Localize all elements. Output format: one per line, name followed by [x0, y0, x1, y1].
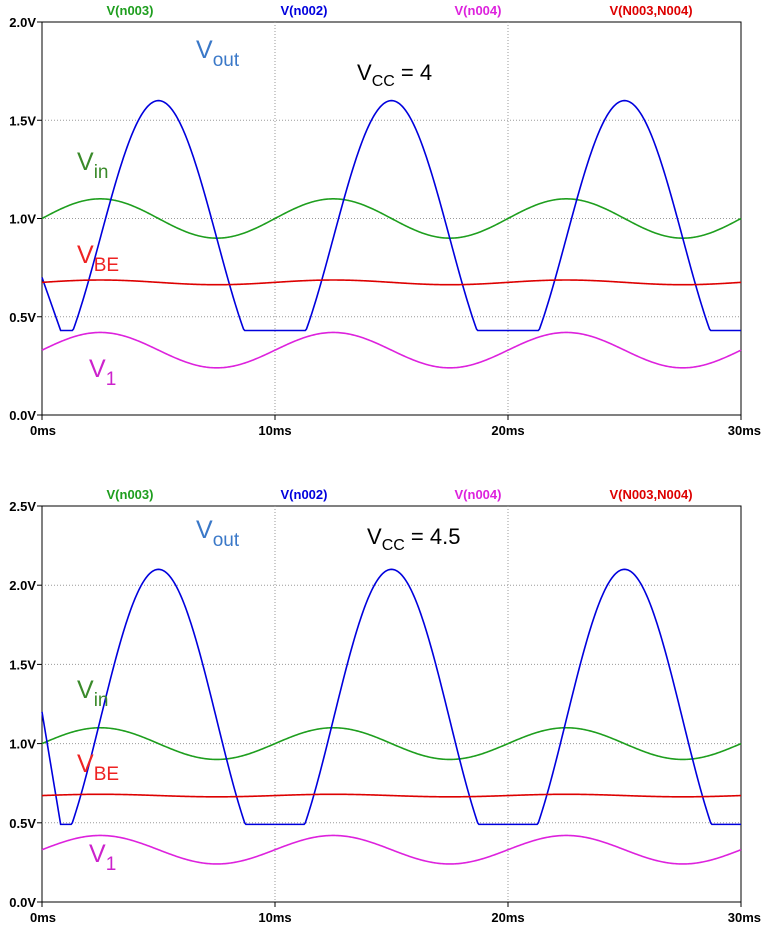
vbe-annotation: VBE [77, 750, 119, 785]
y-tick-label: 0.0V [9, 895, 36, 910]
series-v-n004 [41, 834, 742, 865]
series-v-n002 [41, 99, 741, 332]
legend-v-n002: V(n002) [281, 487, 328, 502]
y-tick-label: 1.5V [9, 657, 36, 672]
y-axis-ticks: 0.0V 0.5V 1.0V 1.5V 2.0V 2.5V [9, 499, 42, 910]
legend-v-n002: V(n002) [281, 3, 328, 18]
x-tick-label: 20ms [491, 910, 524, 925]
vin-annotation: Vin [77, 148, 108, 183]
y-tick-label: 1.0V [9, 212, 36, 227]
legend-v-n003: V(n003) [107, 3, 154, 18]
series-group [41, 568, 742, 865]
x-axis-ticks: 0ms 10ms 20ms 30ms [30, 902, 761, 925]
y-tick-label: 0.5V [9, 310, 36, 325]
v1-annotation: V1 [89, 840, 116, 875]
vin-annotation: Vin [77, 676, 108, 711]
series-v-n003-n004 [41, 793, 742, 798]
legend-v-n003-n004: V(N003,N004) [609, 487, 692, 502]
y-tick-label: 0.0V [9, 408, 36, 423]
y-tick-label: 0.5V [9, 816, 36, 831]
series-v-n002 [41, 568, 741, 826]
chart-vcc-4: 0.0V 0.5V 1.0V 1.5V 2.0V 0ms 10ms 20ms 30ms V(n… [9, 3, 761, 438]
x-tick-label: 10ms [258, 423, 291, 438]
legend-v-n003-n004: V(N003,N004) [609, 3, 692, 18]
y-tick-label: 2.5V [9, 499, 36, 514]
y-axis-ticks: 0.0V 0.5V 1.0V 1.5V 2.0V [9, 15, 42, 423]
x-tick-label: 20ms [491, 423, 524, 438]
x-tick-label: 10ms [258, 910, 291, 925]
vout-annotation: Vout [196, 516, 240, 551]
v1-annotation: V1 [89, 355, 116, 390]
y-tick-label: 2.0V [9, 15, 36, 30]
series-v-n003 [41, 726, 742, 761]
legend-v-n003: V(n003) [107, 487, 154, 502]
series-v-n004 [41, 331, 742, 369]
x-axis-ticks: 0ms 10ms 20ms 30ms [30, 415, 761, 438]
legend-v-n004: V(n004) [455, 487, 502, 502]
y-tick-label: 1.5V [9, 113, 36, 128]
series-v-n003-n004 [41, 279, 742, 286]
vbe-annotation: VBE [77, 241, 119, 276]
y-tick-label: 1.0V [9, 737, 36, 752]
vcc-annotation: VCC = 4.5 [367, 524, 460, 554]
chart-vcc-4-5: 0.0V 0.5V 1.0V 1.5V 2.0V 2.5V 0ms 10ms 20ms 30ms… [9, 487, 761, 925]
y-tick-label: 2.0V [9, 578, 36, 593]
x-tick-label: 0ms [30, 910, 56, 925]
series-v-n003 [41, 198, 742, 239]
vcc-annotation: VCC = 4 [357, 60, 432, 90]
legend-v-n004: V(n004) [455, 3, 502, 18]
x-tick-label: 0ms [30, 423, 56, 438]
x-tick-label: 30ms [728, 910, 761, 925]
vout-annotation: Vout [196, 36, 240, 71]
x-tick-label: 30ms [728, 423, 761, 438]
series-group [41, 99, 742, 369]
plot-frame [41, 505, 742, 903]
